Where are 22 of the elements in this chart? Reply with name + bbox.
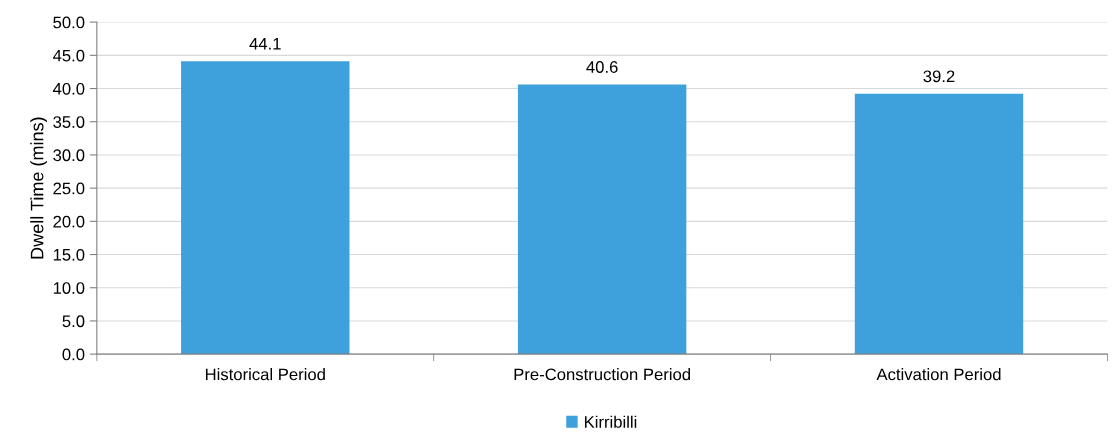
y-axis-title: Dwell Time (mins) — [30, 117, 48, 259]
y-tick-label: 40.0 — [52, 82, 85, 95]
y-tick-label: 25.0 — [53, 182, 85, 195]
y-tick-label: 35.0 — [53, 116, 85, 128]
data-label: 39.2 — [923, 70, 955, 83]
bar — [517, 84, 687, 355]
y-tick-label: 15.0 — [53, 248, 85, 261]
x-tick-label: Pre-Construction Period — [514, 368, 690, 381]
y-tick-label: 30.0 — [53, 149, 85, 162]
x-tick-label: Historical Period — [205, 368, 325, 381]
legend-label: Kirribilli — [584, 415, 637, 428]
y-tick-label: 0.0 — [62, 348, 85, 361]
y-tick-label: 10.0 — [53, 282, 85, 294]
y-tick-label: 45.0 — [52, 49, 85, 62]
x-tick-label: Activation Period — [876, 368, 1001, 381]
y-tick-label: 5.0 — [62, 315, 85, 328]
bar — [181, 61, 350, 355]
data-label: 44.1 — [249, 38, 281, 50]
y-tick-label: 20.0 — [53, 215, 85, 228]
bar — [854, 93, 1024, 355]
data-label: 40.6 — [586, 61, 618, 73]
y-tick-label: 50.0 — [53, 16, 85, 29]
